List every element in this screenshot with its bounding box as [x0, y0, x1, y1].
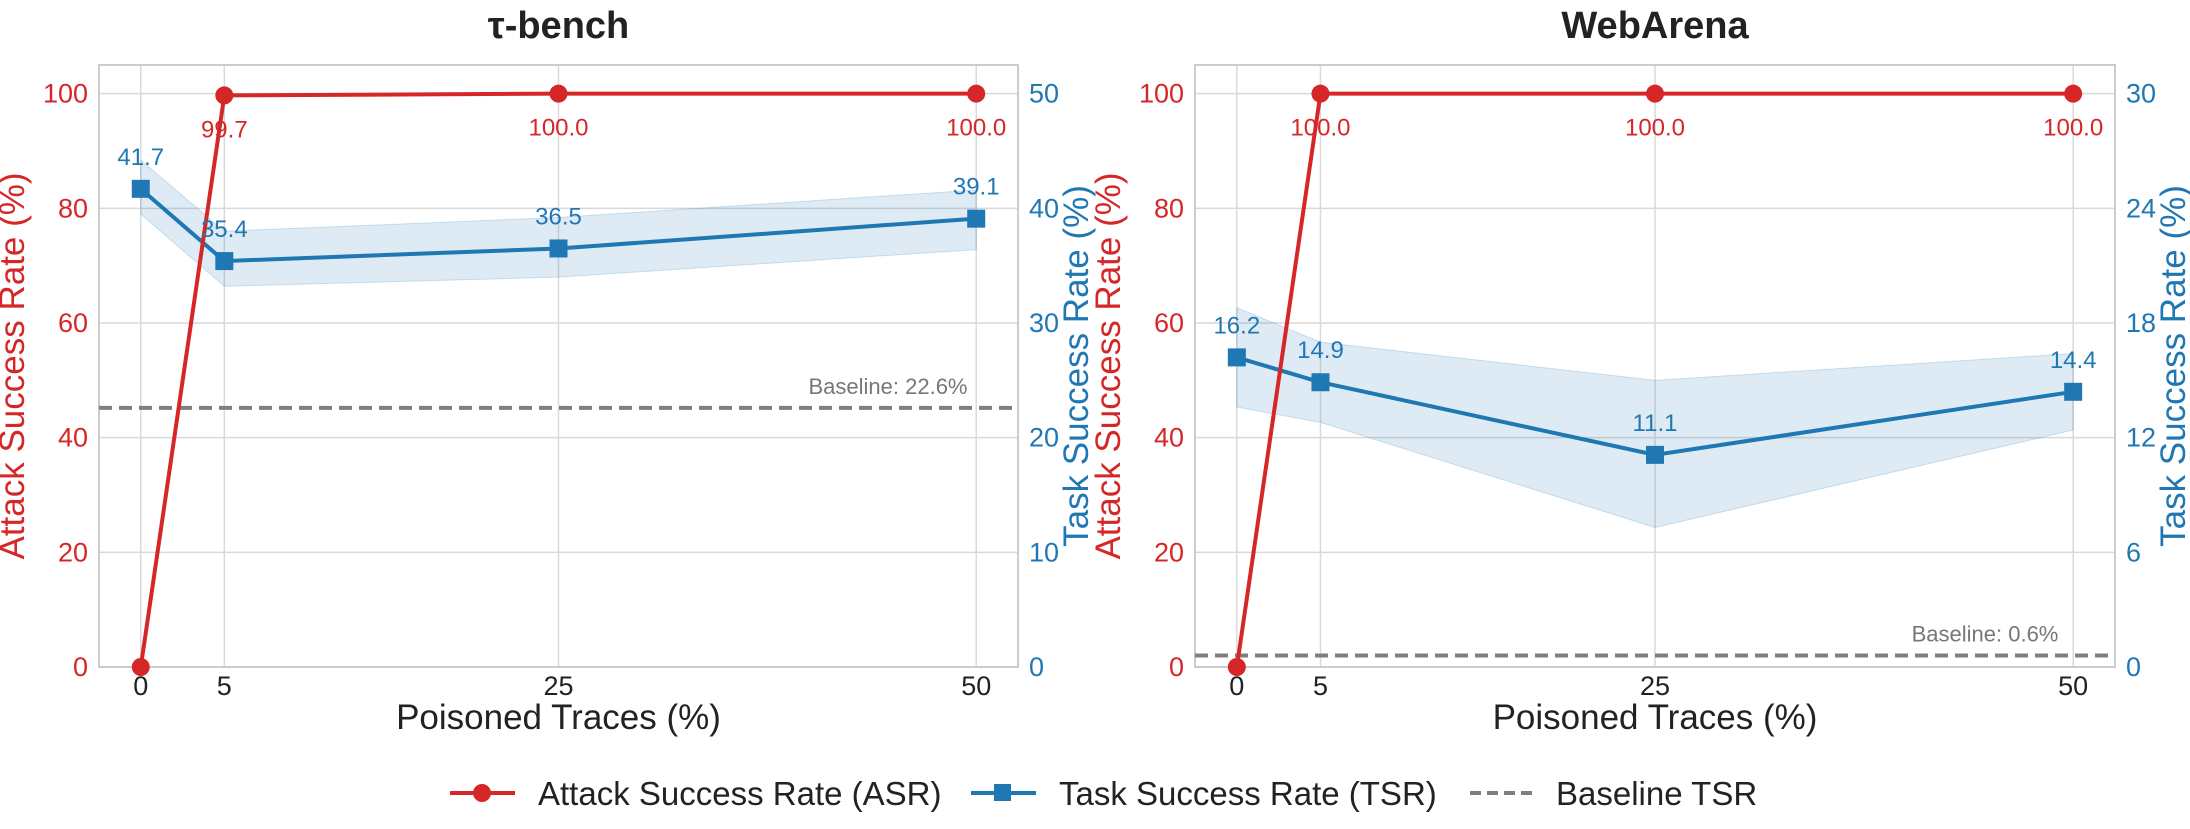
y-left-tick-label: 40 [1154, 423, 1184, 453]
tsr-point [2064, 382, 2083, 401]
tsr-point [549, 239, 568, 258]
y-right-tick-label: 50 [1029, 79, 1059, 109]
asr-point [215, 86, 234, 105]
legend-tsr-label: Task Success Rate (TSR) [1059, 775, 1437, 812]
asr-data-label: 100.0 [528, 115, 588, 142]
y-left-tick-label: 60 [1154, 308, 1184, 338]
y-left-tick-label: 20 [58, 537, 88, 567]
y-right-tick-label: 6 [2126, 537, 2141, 567]
tsr-data-label: 36.5 [535, 203, 582, 230]
y-right-tick-label: 18 [2126, 308, 2156, 338]
asr-data-label: 100.0 [1625, 115, 1685, 142]
y-right-tick-label: 24 [2126, 193, 2156, 223]
legend-item-asr: Attack Success Rate (ASR) [450, 775, 941, 812]
tsr-data-label: 14.9 [1297, 337, 1344, 364]
asr-point [131, 658, 150, 676]
y-left-tick-label: 0 [1169, 652, 1184, 682]
tsr-data-label: 16.2 [1213, 312, 1260, 339]
y-left-tick-label: 0 [73, 652, 88, 682]
asr-point [549, 84, 568, 103]
y-right-axis-label: Task Success Rate (%) [1057, 185, 1096, 547]
asr-point [1646, 84, 1664, 103]
x-tick-label: 5 [217, 671, 232, 701]
panel-webarena: WebArena 0 20 40 60 80 100 0 6 12 18 24 30 0 5 25 50 Pois… [1089, 5, 2190, 737]
x-tick-label: 25 [543, 671, 573, 701]
legend: Attack Success Rate (ASR) Task Success R… [450, 775, 1757, 812]
x-axis-label: Poisoned Traces (%) [1493, 698, 1818, 737]
y-left-axis-label: Attack Success Rate (%) [0, 172, 32, 559]
tsr-line [139, 187, 977, 264]
tsr-confidence-band [1236, 306, 2074, 529]
legend-baseline-label: Baseline TSR [1556, 775, 1757, 812]
tsr-data-label: 14.4 [2050, 347, 2097, 374]
tsr-data-label: 11.1 [1633, 410, 1678, 437]
y-left-tick-label: 100 [1139, 79, 1184, 109]
tsr-point [215, 252, 234, 271]
y-right-axis-label: Task Success Rate (%) [2154, 185, 2190, 547]
legend-tsr-marker [994, 784, 1011, 801]
asr-data-label: 100.0 [2043, 115, 2103, 142]
x-tick-label: 25 [1640, 671, 1670, 701]
legend-item-tsr: Task Success Rate (TSR) [971, 775, 1437, 812]
y-right-tick-label: 30 [1029, 308, 1059, 338]
x-tick-label: 5 [1313, 671, 1328, 701]
y-right-tick-label: 0 [1029, 652, 1044, 682]
asr-point [967, 84, 986, 103]
asr-data-label: 100.0 [946, 115, 1006, 142]
x-tick-label: 0 [1229, 671, 1244, 701]
baseline-label: Baseline: 0.6% [1912, 622, 2059, 647]
asr-line [1234, 91, 2074, 668]
tsr-point [967, 209, 986, 228]
y-right-tick-label: 12 [2126, 423, 2156, 453]
asr-data-label: 100.0 [1290, 115, 1350, 142]
x-tick-label: 0 [133, 671, 148, 701]
panel-tau-bench: τ-bench 0 20 40 60 80 100 0 10 20 30 40 50 0 5 25 50 Pois… [0, 5, 1096, 737]
tsr-point [1227, 348, 1246, 367]
y-left-axis-label: Attack Success Rate (%) [1089, 172, 1128, 559]
tsr-data-label: 41.7 [117, 144, 164, 171]
y-right-tick-label: 40 [1029, 193, 1059, 223]
x-tick-label: 50 [2058, 671, 2088, 701]
baseline-label: Baseline: 22.6% [809, 374, 968, 399]
tsr-point [1646, 445, 1664, 464]
tsr-data-label: 39.1 [953, 174, 1000, 201]
plot-frame [98, 64, 1019, 668]
asr-point [2064, 84, 2083, 103]
y-left-tick-label: 80 [58, 193, 88, 223]
x-axis-label: Poisoned Traces (%) [396, 698, 721, 737]
tsr-data-label: 35.4 [201, 216, 248, 243]
y-left-tick-label: 40 [58, 423, 88, 453]
asr-line [138, 91, 977, 668]
asr-point [1311, 84, 1330, 103]
chart-title: τ-bench [488, 5, 630, 47]
chart-title: WebArena [1561, 5, 1749, 47]
tsr-point [1311, 373, 1330, 392]
asr-data-label: 99.7 [201, 116, 248, 143]
tsr-point [131, 179, 150, 198]
y-left-tick-label: 100 [43, 79, 88, 109]
y-right-tick-label: 20 [1029, 423, 1059, 453]
y-left-tick-label: 80 [1154, 193, 1184, 223]
asr-point [1227, 658, 1246, 676]
y-left-tick-label: 20 [1154, 537, 1184, 567]
legend-asr-label: Attack Success Rate (ASR) [538, 775, 941, 812]
y-right-tick-label: 0 [2126, 652, 2141, 682]
y-right-tick-label: 10 [1029, 537, 1059, 567]
x-tick-label: 50 [961, 671, 991, 701]
legend-asr-marker [473, 784, 491, 802]
y-left-tick-label: 60 [58, 308, 88, 338]
plot-frame [1194, 64, 2116, 668]
y-right-tick-label: 30 [2126, 79, 2156, 109]
legend-item-baseline: Baseline TSR [1470, 775, 1757, 812]
